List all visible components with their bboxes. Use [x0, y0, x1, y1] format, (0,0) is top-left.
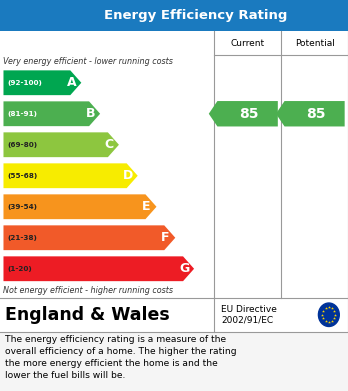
- Text: (21-38): (21-38): [8, 235, 38, 241]
- Text: (39-54): (39-54): [8, 204, 38, 210]
- Text: (55-68): (55-68): [8, 173, 38, 179]
- Text: C: C: [104, 138, 113, 151]
- Polygon shape: [209, 101, 278, 126]
- Text: EU Directive
2002/91/EC: EU Directive 2002/91/EC: [221, 305, 277, 325]
- Text: 85: 85: [306, 107, 326, 121]
- Text: (92-100): (92-100): [8, 80, 42, 86]
- Text: (81-91): (81-91): [8, 111, 38, 117]
- Text: Energy Efficiency Rating: Energy Efficiency Rating: [104, 9, 288, 22]
- Polygon shape: [276, 101, 345, 126]
- Text: (69-80): (69-80): [8, 142, 38, 148]
- Text: E: E: [142, 200, 151, 213]
- Text: Potential: Potential: [295, 38, 334, 48]
- Polygon shape: [3, 101, 100, 126]
- Text: The energy efficiency rating is a measure of the
overall efficiency of a home. T: The energy efficiency rating is a measur…: [5, 335, 237, 380]
- Bar: [0, 0, 348, 31]
- Text: Very energy efficient - lower running costs: Very energy efficient - lower running co…: [3, 57, 173, 66]
- Text: Current: Current: [230, 38, 265, 48]
- Polygon shape: [3, 163, 138, 188]
- Text: 85: 85: [239, 107, 259, 121]
- Polygon shape: [3, 256, 194, 281]
- Text: (1-20): (1-20): [8, 266, 32, 272]
- Text: B: B: [86, 107, 95, 120]
- Text: Not energy efficient - higher running costs: Not energy efficient - higher running co…: [3, 286, 174, 295]
- Polygon shape: [3, 132, 119, 157]
- Circle shape: [318, 303, 339, 326]
- Polygon shape: [3, 225, 175, 250]
- Bar: [0, 31, 348, 298]
- Text: England & Wales: England & Wales: [5, 306, 170, 324]
- Text: G: G: [179, 262, 189, 275]
- Text: A: A: [66, 76, 76, 89]
- Text: D: D: [122, 169, 133, 182]
- Polygon shape: [3, 194, 157, 219]
- Bar: [0, 298, 348, 332]
- Polygon shape: [3, 70, 81, 95]
- Text: F: F: [161, 231, 169, 244]
